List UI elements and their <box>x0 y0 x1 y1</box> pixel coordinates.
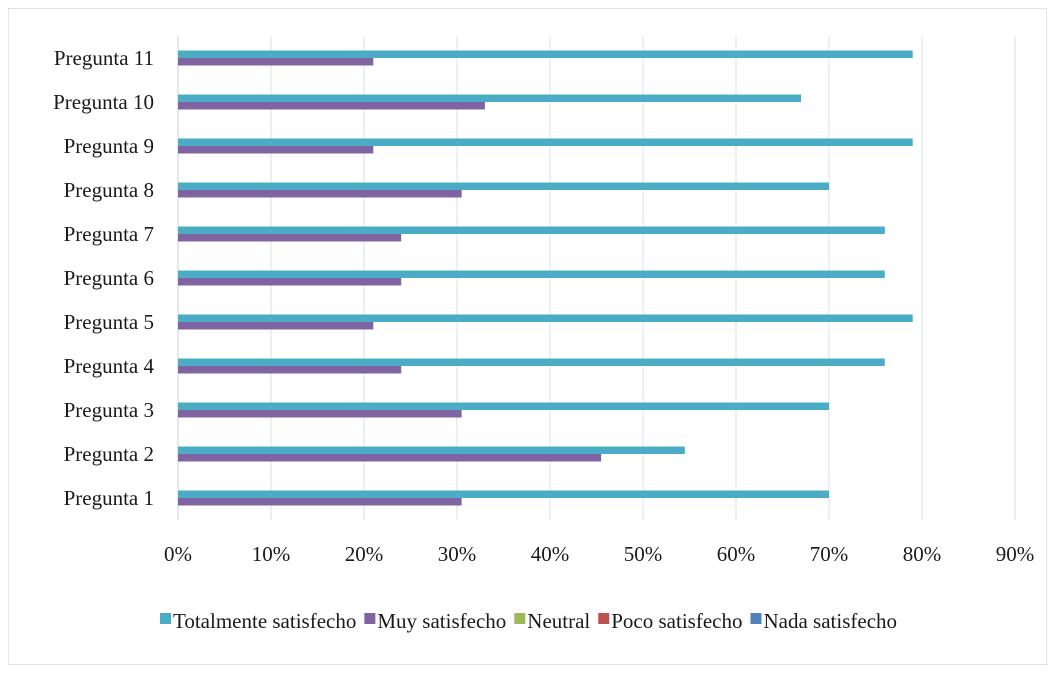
legend-label: Muy satisfecho <box>377 609 506 633</box>
bar-muy-satisfecho-2 <box>178 454 602 462</box>
x-tick-label: 0% <box>164 542 192 566</box>
x-tick-label: 90% <box>996 542 1035 566</box>
bar-muy-satisfecho-5 <box>178 322 374 330</box>
category-label: Pregunta 11 <box>54 46 154 70</box>
legend-swatch-totalmente-satisfecho <box>159 613 171 624</box>
bar-totalmente-satisfecho-4 <box>178 358 885 366</box>
category-label: Pregunta 9 <box>64 134 154 158</box>
x-tick-label: 60% <box>717 542 756 566</box>
legend-swatch-nada-satisfecho <box>750 613 762 624</box>
legend: Totalmente satisfecho Muy satisfecho Neutr… <box>159 609 897 633</box>
legend-swatch-muy-satisfecho <box>364 613 376 624</box>
bar-totalmente-satisfecho-8 <box>178 182 829 190</box>
bar-muy-satisfecho-10 <box>178 102 485 110</box>
x-tick-labels: 0% 10% 20% 30% 40% 50% 60% 70% 80% 90% <box>164 542 1034 566</box>
category-label: Pregunta 7 <box>64 222 154 246</box>
bar-muy-satisfecho-1 <box>178 498 462 506</box>
bar-totalmente-satisfecho-2 <box>178 446 685 454</box>
x-tick-label: 10% <box>252 542 291 566</box>
x-tick-label: 40% <box>531 542 570 566</box>
legend-label: Nada satisfecho <box>763 609 897 633</box>
category-label: Pregunta 1 <box>64 486 154 510</box>
bar-totalmente-satisfecho-1 <box>178 490 829 498</box>
bar-totalmente-satisfecho-7 <box>178 226 885 234</box>
category-label: Pregunta 4 <box>64 354 155 378</box>
legend-swatch-neutral <box>514 613 526 624</box>
bar-muy-satisfecho-9 <box>178 146 374 154</box>
bar-muy-satisfecho-7 <box>178 234 402 242</box>
bar-totalmente-satisfecho-9 <box>178 138 913 146</box>
category-labels: Pregunta 1 Pregunta 2 Pregunta 3 Pregunta 4… <box>53 46 154 510</box>
x-tick-label: 30% <box>438 542 477 566</box>
bar-totalmente-satisfecho-10 <box>178 94 802 102</box>
bar-totalmente-satisfecho-3 <box>178 402 829 410</box>
category-label: Pregunta 6 <box>64 266 154 290</box>
bar-muy-satisfecho-8 <box>178 190 462 198</box>
legend-label: Poco satisfecho <box>611 609 742 633</box>
x-tick-label: 70% <box>810 542 849 566</box>
bar-muy-satisfecho-3 <box>178 410 462 418</box>
legend-label: Totalmente satisfecho <box>173 609 356 633</box>
bar-totalmente-satisfecho-5 <box>178 314 913 322</box>
category-label: Pregunta 8 <box>64 178 154 202</box>
category-label: Pregunta 3 <box>64 398 154 422</box>
bar-muy-satisfecho-6 <box>178 278 402 286</box>
chart-frame <box>8 8 1047 665</box>
x-tick-label: 20% <box>345 542 384 566</box>
bar-totalmente-satisfecho-6 <box>178 270 885 278</box>
gridlines <box>177 36 1016 520</box>
category-label: Pregunta 2 <box>64 442 154 466</box>
bar-muy-satisfecho-4 <box>178 366 402 374</box>
category-label: Pregunta 5 <box>64 310 154 334</box>
category-label: Pregunta 10 <box>53 90 154 114</box>
bars <box>178 50 913 506</box>
legend-label: Neutral <box>527 609 590 633</box>
legend-swatch-poco-satisfecho <box>598 613 610 624</box>
bar-totalmente-satisfecho-11 <box>178 50 913 58</box>
bar-muy-satisfecho-11 <box>178 58 374 66</box>
x-tick-label: 50% <box>624 542 663 566</box>
x-tick-label: 80% <box>903 542 942 566</box>
